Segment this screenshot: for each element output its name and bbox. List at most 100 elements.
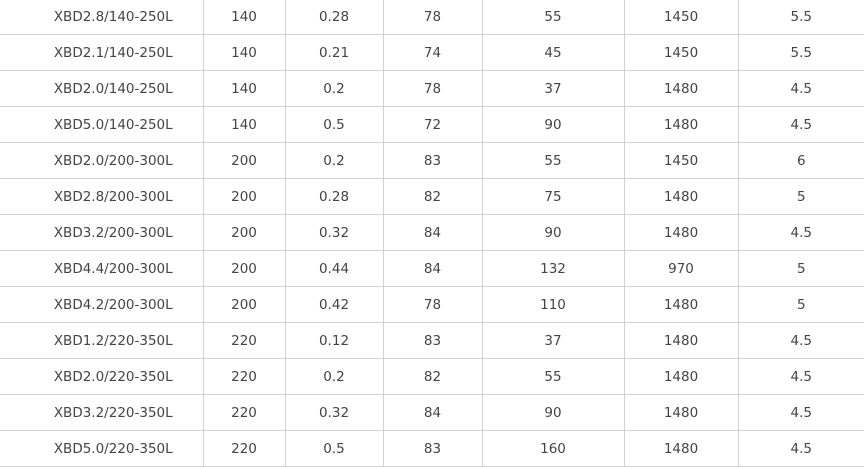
table-row: XBD2.0/200-300L 200 0.2 83 55 1450 6: [0, 142, 864, 179]
model-cell: XBD2.8/140-250L: [0, 0, 204, 35]
value-cell: 140: [203, 106, 286, 143]
model-cell: XBD3.2/200-300L: [0, 214, 204, 251]
table-row: XBD5.0/140-250L 140 0.5 72 90 1480 4.5: [0, 106, 864, 143]
value-cell: 5: [738, 178, 864, 215]
value-cell: 0.2: [285, 70, 384, 107]
value-cell: 0.2: [285, 358, 384, 395]
value-cell: 0.21: [285, 34, 384, 71]
value-cell: 6: [738, 142, 864, 179]
value-cell: 82: [383, 358, 483, 395]
table-row: XBD3.2/220-350L 220 0.32 84 90 1480 4.5: [0, 394, 864, 431]
value-cell: 1480: [624, 106, 739, 143]
model-cell: XBD2.0/220-350L: [0, 358, 204, 395]
value-cell: 90: [482, 394, 625, 431]
value-cell: 220: [203, 358, 286, 395]
value-cell: 0.5: [285, 106, 384, 143]
value-cell: 110: [482, 286, 625, 323]
value-cell: 0.42: [285, 286, 384, 323]
value-cell: 160: [482, 430, 625, 467]
value-cell: 84: [383, 394, 483, 431]
value-cell: 970: [624, 250, 739, 287]
value-cell: 45: [482, 34, 625, 71]
value-cell: 1480: [624, 70, 739, 107]
model-cell: XBD5.0/140-250L: [0, 106, 204, 143]
value-cell: 200: [203, 142, 286, 179]
value-cell: 55: [482, 358, 625, 395]
value-cell: 1450: [624, 0, 739, 35]
value-cell: 0.32: [285, 394, 384, 431]
table-row: XBD2.8/200-300L 200 0.28 82 75 1480 5: [0, 178, 864, 215]
model-cell: XBD2.1/140-250L: [0, 34, 204, 71]
value-cell: 1480: [624, 178, 739, 215]
value-cell: 84: [383, 214, 483, 251]
value-cell: 1480: [624, 394, 739, 431]
table-row: XBD4.2/200-300L 200 0.42 78 110 1480 5: [0, 286, 864, 323]
table-row: XBD4.4/200-300L 200 0.44 84 132 970 5: [0, 250, 864, 287]
value-cell: 220: [203, 322, 286, 359]
value-cell: 1450: [624, 34, 739, 71]
value-cell: 1450: [624, 142, 739, 179]
value-cell: 4.5: [738, 70, 864, 107]
value-cell: 0.28: [285, 178, 384, 215]
value-cell: 0.2: [285, 142, 384, 179]
value-cell: 140: [203, 70, 286, 107]
value-cell: 37: [482, 322, 625, 359]
value-cell: 140: [203, 0, 286, 35]
value-cell: 4.5: [738, 358, 864, 395]
value-cell: 132: [482, 250, 625, 287]
value-cell: 220: [203, 394, 286, 431]
model-cell: XBD2.0/140-250L: [0, 70, 204, 107]
value-cell: 78: [383, 0, 483, 35]
table-row: XBD3.2/200-300L 200 0.32 84 90 1480 4.5: [0, 214, 864, 251]
value-cell: 74: [383, 34, 483, 71]
value-cell: 55: [482, 0, 625, 35]
table-row: XBD2.0/140-250L 140 0.2 78 37 1480 4.5: [0, 70, 864, 107]
value-cell: 0.28: [285, 0, 384, 35]
value-cell: 82: [383, 178, 483, 215]
value-cell: 0.5: [285, 430, 384, 467]
value-cell: 83: [383, 322, 483, 359]
value-cell: 1480: [624, 322, 739, 359]
value-cell: 1480: [624, 358, 739, 395]
value-cell: 5: [738, 286, 864, 323]
value-cell: 4.5: [738, 430, 864, 467]
value-cell: 37: [482, 70, 625, 107]
model-cell: XBD1.2/220-350L: [0, 322, 204, 359]
value-cell: 4.5: [738, 214, 864, 251]
value-cell: 90: [482, 214, 625, 251]
value-cell: 90: [482, 106, 625, 143]
value-cell: 75: [482, 178, 625, 215]
model-cell: XBD3.2/220-350L: [0, 394, 204, 431]
table-row: XBD2.8/140-250L 140 0.28 78 55 1450 5.5: [0, 0, 864, 35]
value-cell: 200: [203, 250, 286, 287]
value-cell: 55: [482, 142, 625, 179]
value-cell: 0.12: [285, 322, 384, 359]
value-cell: 4.5: [738, 106, 864, 143]
value-cell: 78: [383, 286, 483, 323]
table-row: XBD1.2/220-350L 220 0.12 83 37 1480 4.5: [0, 322, 864, 359]
value-cell: 78: [383, 70, 483, 107]
table-row: XBD2.1/140-250L 140 0.21 74 45 1450 5.5: [0, 34, 864, 71]
value-cell: 200: [203, 214, 286, 251]
table-row: XBD2.0/220-350L 220 0.2 82 55 1480 4.5: [0, 358, 864, 395]
value-cell: 220: [203, 430, 286, 467]
value-cell: 1480: [624, 286, 739, 323]
value-cell: 72: [383, 106, 483, 143]
value-cell: 5: [738, 250, 864, 287]
model-cell: XBD2.8/200-300L: [0, 178, 204, 215]
table-row: XBD5.0/220-350L 220 0.5 83 160 1480 4.5: [0, 430, 864, 467]
value-cell: 5.5: [738, 34, 864, 71]
model-cell: XBD5.0/220-350L: [0, 430, 204, 467]
value-cell: 83: [383, 430, 483, 467]
value-cell: 200: [203, 178, 286, 215]
value-cell: 83: [383, 142, 483, 179]
model-cell: XBD4.4/200-300L: [0, 250, 204, 287]
value-cell: 0.32: [285, 214, 384, 251]
value-cell: 140: [203, 34, 286, 71]
value-cell: 1480: [624, 430, 739, 467]
value-cell: 84: [383, 250, 483, 287]
model-cell: XBD4.2/200-300L: [0, 286, 204, 323]
value-cell: 0.44: [285, 250, 384, 287]
value-cell: 4.5: [738, 394, 864, 431]
